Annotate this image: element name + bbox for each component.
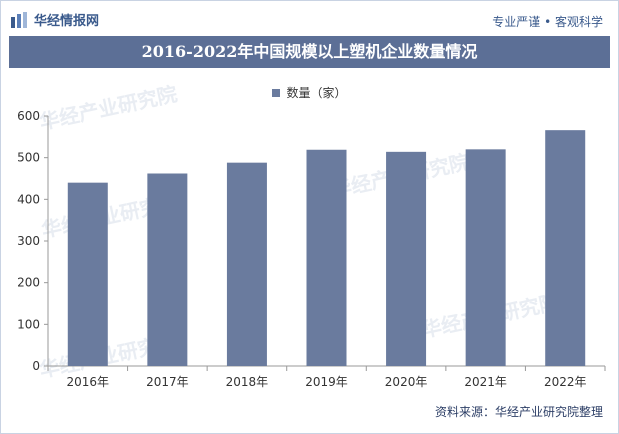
bar	[386, 151, 427, 366]
y-tick-label: 300	[17, 234, 40, 248]
y-tick-label: 200	[17, 276, 40, 290]
x-tick-label: 2018年	[226, 375, 269, 389]
x-tick-label: 2017年	[146, 375, 189, 389]
title-bar: 2016-2022年中国规模以上塑机企业数量情况	[9, 36, 610, 68]
legend: 数量（家）	[0, 84, 619, 101]
bar	[147, 173, 188, 366]
y-tick-label: 0	[32, 359, 40, 373]
y-tick-label: 500	[17, 151, 40, 165]
bar	[545, 130, 586, 366]
bar	[67, 182, 108, 366]
y-tick-label: 600	[17, 109, 40, 123]
x-tick-label: 2020年	[385, 375, 428, 389]
x-tick-label: 2019年	[305, 375, 348, 389]
source-note: 资料来源：华经产业研究院整理	[434, 405, 603, 419]
bar	[465, 149, 506, 366]
legend-swatch	[272, 88, 281, 97]
brand-name: 华经情报网	[34, 14, 100, 29]
x-tick-label: 2021年	[464, 375, 507, 389]
y-tick-label: 400	[17, 192, 40, 206]
y-tick-label: 100	[17, 317, 40, 331]
top-bar: 华经情报网 专业严谨 • 客观科学	[0, 0, 617, 36]
chart-title: 2016-2022年中国规模以上塑机企业数量情况	[141, 42, 478, 61]
logo: 华经情报网	[10, 10, 99, 29]
x-tick-label: 2022年	[544, 375, 587, 389]
slogan: 专业严谨 • 客观科学	[492, 15, 603, 29]
logo-icon	[11, 11, 27, 28]
legend-label: 数量（家）	[286, 86, 347, 100]
x-tick-label: 2016年	[67, 375, 110, 389]
bar	[226, 162, 267, 366]
bar	[306, 149, 347, 366]
